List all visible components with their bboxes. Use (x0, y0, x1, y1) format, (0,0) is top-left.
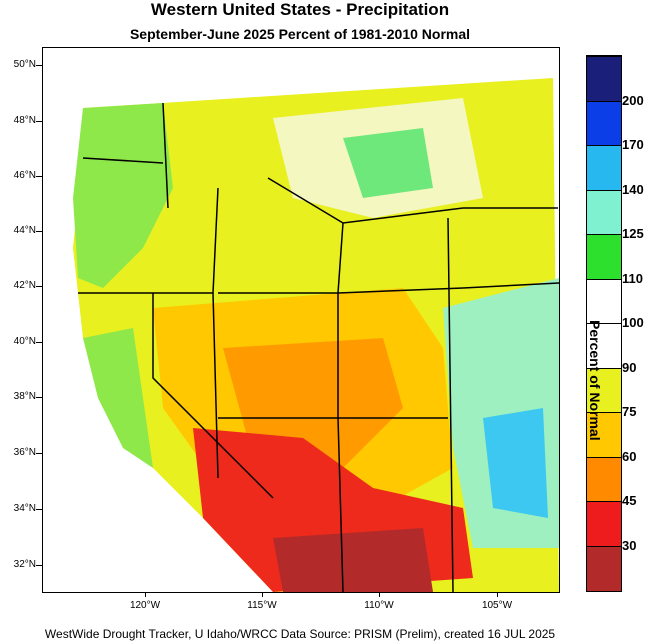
lat-label-46: 46°N (13, 170, 36, 181)
lat-label-38: 38°N (13, 391, 36, 402)
legend-swatch-170 (587, 101, 621, 145)
legend-label-110: 110 (622, 271, 643, 286)
legend-label-200: 200 (622, 93, 644, 108)
wa-or-border (82, 157, 164, 164)
lat-tick (36, 453, 42, 454)
wy-co-border (337, 287, 464, 294)
legend-swatch-140 (587, 145, 621, 190)
legend-title: Percent of Normal (587, 320, 603, 441)
arizona-driest-region (273, 528, 433, 592)
lat-tick (36, 121, 42, 122)
legend-swatch-30 (587, 501, 621, 546)
lon-label-115: 115°W (247, 600, 277, 611)
legend-label-170: 170 (622, 137, 644, 152)
lat-label-40: 40°N (13, 336, 36, 347)
montana-wet-patch (343, 128, 433, 198)
lat-tick (36, 176, 42, 177)
az-nm-border (337, 417, 344, 592)
lat-tick (36, 509, 42, 510)
legend-swatch-125 (587, 190, 621, 234)
lat-tick (36, 65, 42, 66)
pacific-northwest-region (73, 103, 173, 288)
eastern-wet-patch (483, 408, 548, 518)
lat-tick (36, 397, 42, 398)
legend-label-45: 45 (622, 493, 637, 508)
lat-tick (36, 231, 42, 232)
lat-label-50: 50°N (13, 59, 36, 70)
lon-tick (145, 592, 146, 597)
legend-colorbar (586, 55, 622, 592)
map-subtitle: September-June 2025 Percent of 1981-2010… (129, 26, 471, 42)
legend-swatch-110 (587, 234, 621, 279)
lat-label-34: 34°N (13, 503, 36, 514)
lon-label-120: 120°W (129, 600, 161, 611)
legend-swatch-200plus (587, 56, 621, 101)
legend-label-140: 140 (622, 182, 644, 197)
lon-label-110: 110°W (364, 600, 394, 611)
ca-nv-border (152, 293, 274, 499)
lat-tick (36, 342, 42, 343)
legend-swatch-below30 (587, 546, 621, 591)
legend-label-90: 90 (622, 360, 637, 375)
precipitation-map (42, 47, 560, 593)
wa-id-border (162, 102, 169, 209)
nv-ut-border (212, 292, 219, 479)
legend-label-125: 125 (622, 226, 644, 241)
legend-swatch-100 (587, 279, 621, 323)
lon-label-105: 105°W (481, 600, 513, 611)
co-nm-east-border (447, 217, 454, 592)
lon-tick (379, 592, 380, 597)
ne-ks-border (462, 282, 559, 289)
legend-label-60: 60 (622, 449, 637, 464)
map-title: Western United States - Precipitation (150, 0, 450, 19)
legend-label-100: 100 (622, 315, 644, 330)
lat-label-48: 48°N (13, 115, 36, 126)
map-svg (43, 48, 559, 592)
lat-label-42: 42°N (13, 280, 36, 291)
lat-tick (36, 286, 42, 287)
mt-wy-border (267, 177, 464, 224)
legend-swatch-75 (587, 368, 621, 412)
legend-swatch-60 (587, 412, 621, 457)
legend-swatch-90 (587, 323, 621, 368)
lat-label-44: 44°N (13, 225, 36, 236)
lat-label-32: 32°N (13, 559, 36, 570)
legend-label-75: 75 (622, 404, 637, 419)
lon-tick (497, 592, 498, 597)
legend-label-30: 30 (622, 538, 637, 553)
state-borders (78, 102, 559, 592)
legend-swatch-45 (587, 457, 621, 501)
footer-credit: WestWide Drought Tracker, U Idaho/WRCC D… (44, 627, 556, 641)
california-coast-region (83, 328, 153, 468)
lon-tick (262, 592, 263, 597)
lat-tick (36, 565, 42, 566)
lat-label-36: 36°N (13, 447, 36, 458)
